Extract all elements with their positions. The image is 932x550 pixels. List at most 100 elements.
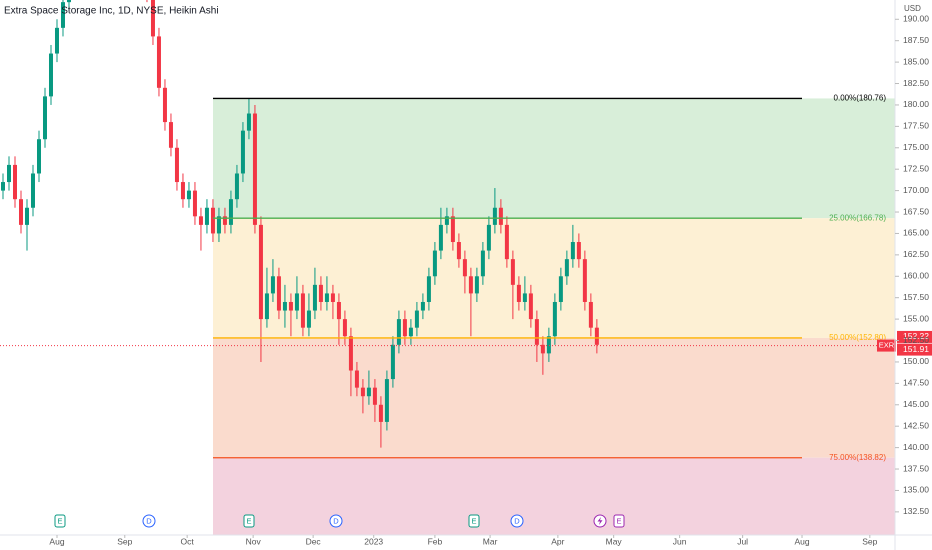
candle-body [408, 327, 413, 337]
candle-body [420, 301, 425, 311]
fib-zones [213, 98, 895, 535]
y-tick-label: 132.50 [903, 506, 929, 516]
event-label: E [471, 516, 476, 525]
candle-body [540, 344, 545, 354]
candle-body [186, 190, 191, 200]
candle-body [432, 250, 437, 277]
fib-zone [213, 337, 895, 458]
candle-body [246, 113, 251, 131]
candles [0, 0, 599, 448]
candle-body [204, 207, 209, 225]
y-tick-label: 160.00 [903, 271, 929, 281]
x-tick-label: Sep [862, 536, 877, 546]
candle-body [468, 276, 473, 294]
symbol-box [877, 339, 896, 352]
overlay: 0.00%(180.76) 25.00%(166.78) 50.00%(152.80… [0, 94, 932, 528]
candle-body [510, 259, 515, 285]
candle-body [180, 182, 185, 200]
candle-body [480, 250, 485, 277]
candle-body [252, 113, 257, 225]
candle-body [18, 199, 23, 225]
x-tick-label: Jun [673, 536, 687, 546]
y-tick-label: 140.00 [903, 442, 929, 452]
candle-body [402, 319, 407, 337]
candle-body [336, 301, 341, 320]
x-tick-label: Mar [483, 536, 498, 546]
candle-body [324, 293, 329, 302]
candle-body [300, 293, 305, 328]
candle-body [372, 387, 377, 405]
candle-body [210, 207, 215, 234]
y-tick-label: 135.00 [903, 485, 929, 495]
fib-zone [213, 98, 895, 219]
candle-body [306, 310, 311, 328]
candle-body [240, 130, 245, 174]
x-tick-label: Sep [117, 536, 132, 546]
candle-body [444, 216, 449, 225]
y-tick-label: 152.50 [903, 335, 929, 345]
candle-body [426, 276, 431, 302]
candle-body [522, 293, 527, 302]
price-box [897, 343, 932, 356]
candle-body [54, 27, 59, 54]
y-tick-label: 137.50 [903, 463, 929, 473]
candle-body [270, 276, 275, 294]
y-tick-label: 145.00 [903, 399, 929, 409]
event-marker [468, 514, 480, 528]
candle-body [516, 284, 521, 302]
y-tick-label: 172.50 [903, 163, 929, 173]
price-label: 152.22 [903, 331, 929, 341]
candle-body [576, 242, 581, 260]
candle-body [36, 139, 41, 174]
candle-body [150, 0, 155, 37]
candle-body [288, 301, 293, 311]
candle-body [438, 224, 443, 251]
candle-body [192, 190, 197, 217]
y-tick-label: 190.00 [903, 14, 929, 24]
y-tick-label: 177.50 [903, 121, 929, 131]
candle-body [504, 224, 509, 260]
candle-body [6, 164, 11, 183]
candle-body [66, 0, 71, 3]
candle-body [564, 259, 569, 277]
x-tick-label: 2023 [364, 536, 383, 546]
candle-body [582, 259, 587, 302]
candle-body [342, 319, 347, 337]
y-tick-label: 162.50 [903, 249, 929, 259]
candle-body [24, 207, 29, 225]
candle-body [312, 284, 317, 311]
candle-body [390, 344, 395, 380]
x-tick-label: Apr [551, 536, 564, 546]
event-label: D [333, 516, 339, 525]
y-tick-label: 167.50 [903, 206, 929, 216]
candle-body [156, 36, 161, 88]
candle-body [492, 207, 497, 225]
candle-body [222, 216, 227, 225]
candle-body [534, 319, 539, 345]
y-tick-label: 170.00 [903, 185, 929, 195]
candle-body [486, 224, 491, 251]
event-marker [613, 514, 625, 528]
x-tick-label: Feb [428, 536, 443, 546]
fib-zone [213, 457, 895, 535]
y-tick-label: 185.00 [903, 56, 929, 66]
y-tick-label: 182.50 [903, 78, 929, 88]
y-tick-label: 180.00 [903, 99, 929, 109]
event-label: E [246, 516, 251, 525]
y-tick-label: 147.50 [903, 378, 929, 388]
candle-body [570, 242, 575, 260]
candle-body [588, 301, 593, 328]
candle-body [450, 216, 455, 243]
candle-body [456, 242, 461, 260]
candle-body [174, 147, 179, 183]
candle-body [558, 276, 563, 302]
x-tick-label: Nov [246, 536, 262, 546]
candle-body [234, 173, 239, 200]
candle-body [474, 276, 479, 294]
candle-body [528, 293, 533, 320]
event-marker [510, 514, 524, 528]
candle-body [30, 173, 35, 208]
event-marker [54, 514, 66, 528]
candle-body [546, 336, 551, 354]
